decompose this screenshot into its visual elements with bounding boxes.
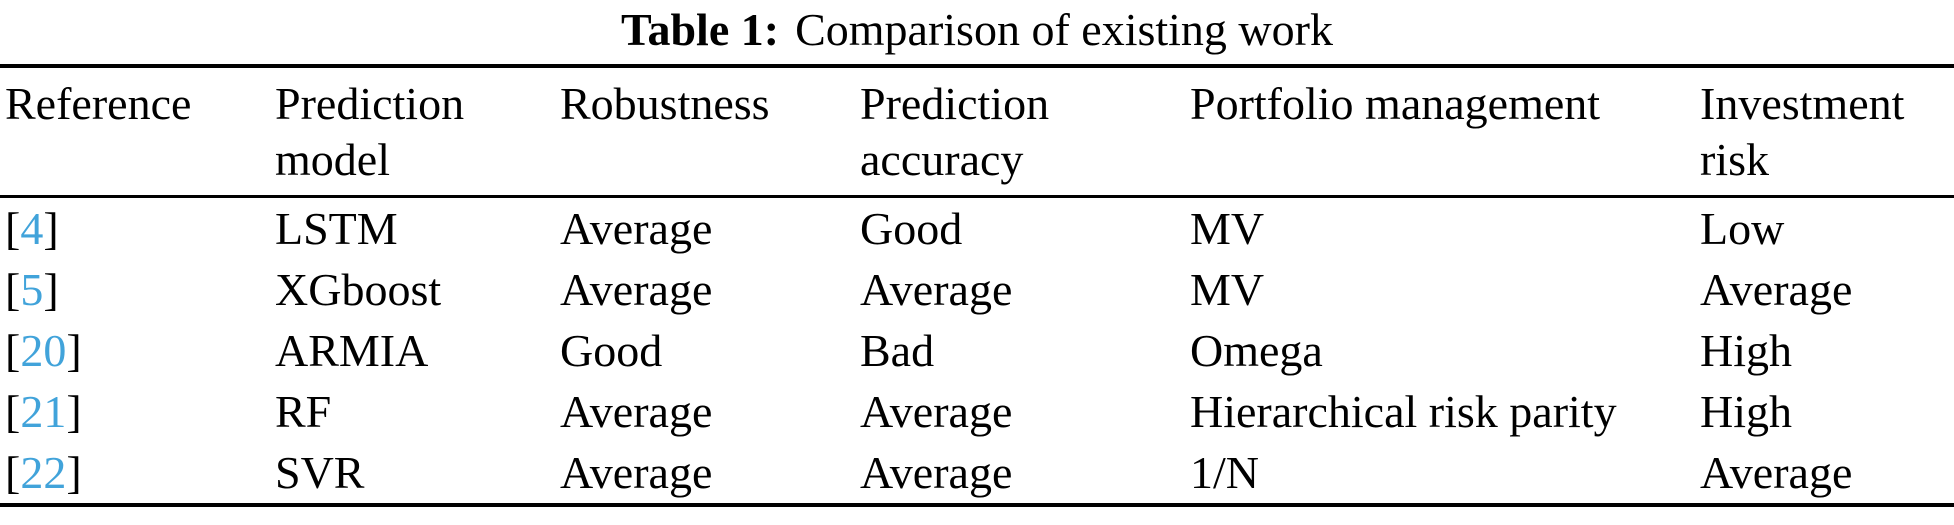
robustness-cell: Good <box>560 325 663 376</box>
citation-link[interactable]: 21 <box>20 386 67 437</box>
reference-cell: [5] <box>5 259 275 320</box>
robustness-cell: Average <box>560 386 713 437</box>
table-row: [22] SVR Average Average 1/N Average <box>0 442 1954 503</box>
comparison-table: Reference Prediction model Robustness Pr… <box>0 64 1954 507</box>
reference-cell: [21] <box>5 381 275 442</box>
table-row: [5] XGboost Average Average MV Average <box>0 259 1954 320</box>
prediction-model-cell: ARMIA <box>275 325 429 376</box>
header-line: Robustness <box>560 78 770 129</box>
column-header-portfolio-management: Portfolio management <box>1190 68 1700 195</box>
portfolio-management-cell: MV <box>1190 264 1265 315</box>
bracket-close: ] <box>66 447 82 498</box>
table-caption: Table 1: Comparison of existing work <box>0 2 1954 58</box>
table-header-row: Reference Prediction model Robustness Pr… <box>0 68 1954 198</box>
column-header-investment-risk: Investment risk <box>1700 68 1954 195</box>
investment-risk-cell: High <box>1700 325 1792 376</box>
column-header-robustness: Robustness <box>560 68 860 195</box>
investment-risk-cell: Average <box>1700 264 1853 315</box>
column-header-prediction-accuracy: Prediction accuracy <box>860 68 1190 195</box>
reference-cell: [22] <box>5 442 275 503</box>
bracket-close: ] <box>43 264 59 315</box>
bracket-close: ] <box>66 325 82 376</box>
table-row: [21] RF Average Average Hierarchical ris… <box>0 381 1954 442</box>
citation-link[interactable]: 5 <box>20 264 44 315</box>
header-line: accuracy <box>860 134 1024 185</box>
prediction-model-cell: LSTM <box>275 203 398 254</box>
prediction-model-cell: SVR <box>275 447 365 498</box>
table-caption-text: Comparison of existing work <box>795 4 1333 55</box>
prediction-accuracy-cell: Average <box>860 264 1013 315</box>
header-line: Prediction <box>860 78 1050 129</box>
prediction-accuracy-cell: Average <box>860 386 1013 437</box>
investment-risk-cell: Low <box>1700 203 1785 254</box>
portfolio-management-cell: 1/N <box>1190 447 1259 498</box>
bracket-open: [ <box>5 325 21 376</box>
header-line: Investment <box>1700 78 1905 129</box>
header-line: Reference <box>5 78 192 129</box>
citation-link[interactable]: 4 <box>20 203 44 254</box>
reference-cell: [20] <box>5 320 275 381</box>
table-row: [20] ARMIA Good Bad Omega High <box>0 320 1954 381</box>
prediction-accuracy-cell: Average <box>860 447 1013 498</box>
citation-link[interactable]: 22 <box>20 447 67 498</box>
prediction-accuracy-cell: Good <box>860 203 963 254</box>
prediction-model-cell: XGboost <box>275 264 442 315</box>
table-row: [4] LSTM Average Good MV Low <box>0 198 1954 259</box>
robustness-cell: Average <box>560 264 713 315</box>
bracket-close: ] <box>43 203 59 254</box>
header-line: model <box>275 134 390 185</box>
header-line: risk <box>1700 134 1769 185</box>
portfolio-management-cell: MV <box>1190 203 1265 254</box>
robustness-cell: Average <box>560 447 713 498</box>
header-line: Prediction <box>275 78 465 129</box>
column-header-reference: Reference <box>5 68 275 195</box>
portfolio-management-cell: Omega <box>1190 325 1323 376</box>
investment-risk-cell: High <box>1700 386 1792 437</box>
citation-link[interactable]: 20 <box>20 325 67 376</box>
table-number-label: Table 1: <box>621 4 780 55</box>
robustness-cell: Average <box>560 203 713 254</box>
prediction-accuracy-cell: Bad <box>860 325 935 376</box>
investment-risk-cell: Average <box>1700 447 1853 498</box>
header-line: Portfolio management <box>1190 78 1601 129</box>
column-header-prediction-model: Prediction model <box>275 68 560 195</box>
bracket-open: [ <box>5 264 21 315</box>
bracket-close: ] <box>66 386 82 437</box>
portfolio-management-cell: Hierarchical risk parity <box>1190 386 1617 437</box>
prediction-model-cell: RF <box>275 386 332 437</box>
reference-cell: [4] <box>5 198 275 259</box>
bracket-open: [ <box>5 447 21 498</box>
bracket-open: [ <box>5 203 21 254</box>
bracket-open: [ <box>5 386 21 437</box>
